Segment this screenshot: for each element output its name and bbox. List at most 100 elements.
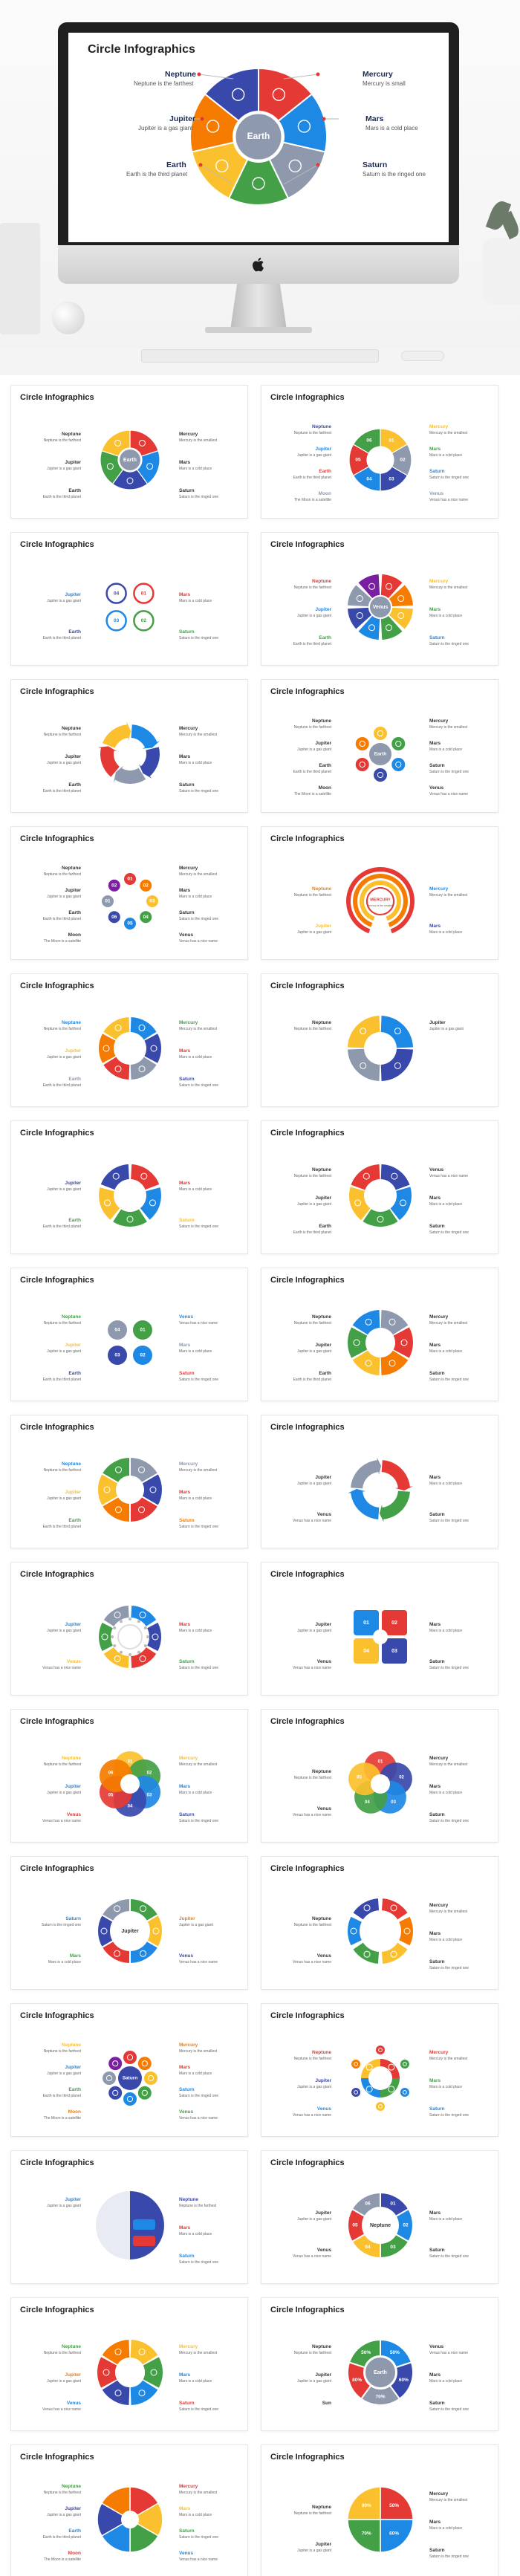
label-jupiter: Jupiter bbox=[315, 2078, 331, 2083]
orbit-circle bbox=[376, 2045, 385, 2054]
slide-thumbnail[interactable]: Circle Infographics Neptune Neptune is the… bbox=[10, 2444, 248, 2576]
slide-thumbnail[interactable]: Circle Infographics 01 02 03 04 05 Neptune Nept… bbox=[261, 1709, 498, 1843]
orbit-circle bbox=[108, 1345, 128, 1365]
label-earth: Earth bbox=[68, 629, 81, 635]
ring-segment bbox=[348, 1916, 362, 1946]
label-venus: Venus bbox=[66, 1812, 81, 1817]
step-box bbox=[133, 2219, 155, 2230]
slide-thumbnail[interactable]: Circle Infographics Neptune Neptune is the… bbox=[261, 1120, 498, 1254]
label-saturn: Saturn bbox=[429, 2106, 445, 2112]
slide-thumbnail[interactable]: Circle Infographics Neptune Neptune is the… bbox=[261, 2003, 498, 2137]
circle-number: 04 bbox=[143, 915, 149, 920]
circle-number: 01 bbox=[140, 1328, 146, 1333]
center-sublabel: Mercury is the smallest bbox=[367, 904, 394, 907]
label-jupiter: Jupiter bbox=[65, 592, 81, 597]
circle-icon bbox=[141, 2089, 148, 2096]
label-neptune: Neptune bbox=[62, 1314, 81, 1320]
puzzle-piece bbox=[354, 1610, 379, 1635]
circle-icon bbox=[126, 2054, 134, 2061]
slide-thumbnail[interactable]: Circle Infographics Jupiter Jupiter is a g… bbox=[10, 1120, 248, 1254]
label-mars: Mars bbox=[429, 607, 441, 612]
orbit-circle bbox=[376, 2102, 385, 2111]
orbit-circle bbox=[108, 2057, 123, 2071]
slide-thumbnail[interactable]: Circle Infographics Jupiter Jupiter is a g… bbox=[10, 1562, 248, 1696]
slide-thumbnail[interactable]: Circle Infographics Jupiter Jupiter is a g… bbox=[261, 1415, 498, 1548]
label-saturn: Saturn bbox=[179, 910, 195, 915]
label-saturn: Saturn bbox=[429, 1224, 445, 1229]
slide-thumbnail[interactable]: Circle Infographics 01 02 03 04 Jupiter Jupite… bbox=[261, 1562, 498, 1696]
desc-moon: The Moon is a satellite bbox=[43, 939, 81, 944]
label-mars: Mars bbox=[429, 924, 441, 929]
circle-infographic bbox=[99, 1017, 161, 1080]
desc-mercury: Mercury is the smallest bbox=[179, 438, 218, 443]
hero-label-earth: Earth bbox=[166, 160, 186, 169]
segment-icon bbox=[360, 1062, 367, 1069]
desc-mars: Mars is a cold place bbox=[179, 1055, 212, 1060]
label-jupiter: Jupiter bbox=[315, 924, 331, 929]
keyboard bbox=[141, 349, 379, 363]
desc-jupiter: Jupiter is a gas giant bbox=[297, 1202, 331, 1207]
desc-saturn: Saturn is the ringed one bbox=[429, 1378, 469, 1382]
slide-thumbnail[interactable]: Circle Infographics Saturn Neptune Neptune … bbox=[10, 2003, 248, 2137]
slide-thumbnail[interactable]: Circle Infographics Neptune Neptune is the… bbox=[261, 1856, 498, 1990]
slide-thumbnail[interactable]: Circle Infographics 01 02 03 04 05 06 Neptune Ne… bbox=[10, 1709, 248, 1843]
slide-thumbnail[interactable]: Circle Infographics Neptune Neptune is the… bbox=[10, 679, 248, 813]
slide-thumbnail[interactable]: Circle Infographics Neptune Neptune is the… bbox=[261, 973, 498, 1107]
slide-thumbnail[interactable]: Circle Infographics 01 02 03 04 Neptune Neptun… bbox=[10, 1268, 248, 1401]
slide-thumbnail[interactable]: Circle Infographics Jupiter Jupiter is a g… bbox=[10, 2150, 248, 2284]
ring-segment bbox=[103, 1057, 130, 1080]
desc-neptune: Neptune is the farthest bbox=[293, 2351, 331, 2355]
center-label: Earth bbox=[123, 458, 137, 463]
slide-thumbnail[interactable]: Circle Infographics Neptune Neptune is the… bbox=[10, 1415, 248, 1548]
slide-thumbnail[interactable]: Circle Infographics Neptune Neptune is the… bbox=[10, 2297, 248, 2431]
slide-thumbnail[interactable]: Circle Infographics 01 02 03 04 05 06 Neptune Ne… bbox=[261, 385, 498, 519]
slide-thumbnail[interactable]: Circle Infographics 01 02 03 04 Jupiter Jupite… bbox=[10, 532, 248, 666]
desc-saturn: Saturn is the ringed one bbox=[179, 2535, 219, 2540]
slide-thumbnail[interactable]: Circle Infographics 50% 60% 70% 80% 50% Earth N… bbox=[261, 2297, 498, 2431]
label-jupiter: Jupiter bbox=[315, 1195, 331, 1201]
label-jupiter: Jupiter bbox=[315, 1475, 331, 1480]
desc-mercury: Mercury is the smallest bbox=[179, 2491, 218, 2495]
desc-venus: Venus has a nice name bbox=[293, 1960, 331, 1965]
segment-icon bbox=[140, 1172, 148, 1180]
circle-infographic bbox=[96, 2191, 164, 2259]
slide-thumbnail[interactable]: Circle Infographics MERCURY Mercury is the… bbox=[261, 826, 498, 960]
label-saturn: Saturn bbox=[429, 1812, 445, 1817]
slide-thumbnail[interactable]: Circle Infographics Venus Neptune Neptune i… bbox=[261, 532, 498, 666]
desc-mercury: Mercury is the smallest bbox=[429, 1321, 468, 1326]
segment-icon bbox=[365, 1360, 372, 1367]
hero-desc-saturn: Saturn is the ringed one bbox=[363, 171, 426, 178]
leader-dot bbox=[316, 163, 320, 167]
slide-thumbnail[interactable]: Circle Infographics 01 02 03 04 05 06 01 02 Neptu… bbox=[10, 826, 248, 960]
orbit-circle bbox=[400, 2060, 409, 2069]
desc-mars: Mars is a cold place bbox=[429, 453, 463, 458]
slide-title: Circle Infographics bbox=[20, 834, 94, 843]
segment-icon bbox=[149, 1486, 157, 1493]
slide-thumbnail[interactable]: Circle Infographics Neptune Neptune is the… bbox=[10, 973, 248, 1107]
label-neptune: Neptune bbox=[312, 2344, 331, 2349]
circle-icon bbox=[112, 2089, 119, 2096]
slide-thumbnail[interactable]: Circle Infographics Jupiter Saturn Saturn i… bbox=[10, 1856, 248, 1990]
desc-mercury: Mercury is the smallest bbox=[179, 733, 218, 737]
segment-icon bbox=[114, 1905, 120, 1912]
segment-icon bbox=[138, 2390, 146, 2397]
slide-thumbnail[interactable]: Circle Infographics 01 02 03 04 05 06 Neptune Ju… bbox=[261, 2150, 498, 2284]
ring-segment bbox=[381, 1942, 408, 1964]
orbit-circle bbox=[144, 2071, 157, 2085]
circle-infographic: 50% 60% 70% 80% bbox=[347, 2486, 414, 2553]
slide-thumbnail[interactable]: Circle Infographics Earth Neptune Neptune i… bbox=[261, 679, 498, 813]
circle-infographic: 01 02 03 04 05 06 Neptune bbox=[347, 2191, 414, 2259]
petal-number: 05 bbox=[357, 1775, 362, 1779]
slide-thumbnail[interactable]: Circle Infographics Neptune Neptune is the… bbox=[261, 1268, 498, 1401]
label-mars: Mars bbox=[429, 2078, 441, 2083]
hero-mockup: Circle Infographics Earth Neptune Neptun… bbox=[0, 0, 520, 375]
slide-thumbnail[interactable]: Circle Infographics Earth Neptune Neptune i… bbox=[10, 385, 248, 519]
slide-thumbnail[interactable]: Circle Infographics 50% 60% 70% 80% Neptune Ne… bbox=[261, 2444, 498, 2576]
desc-mercury: Mercury is the smallest bbox=[429, 2057, 468, 2061]
ring-segment bbox=[130, 1017, 157, 1040]
orbit-circle bbox=[108, 879, 120, 892]
segment-icon bbox=[138, 1024, 146, 1031]
label-mercury: Mercury bbox=[429, 718, 449, 724]
label-venus: Venus bbox=[66, 2401, 81, 2406]
orbit-circle bbox=[351, 2088, 361, 2097]
